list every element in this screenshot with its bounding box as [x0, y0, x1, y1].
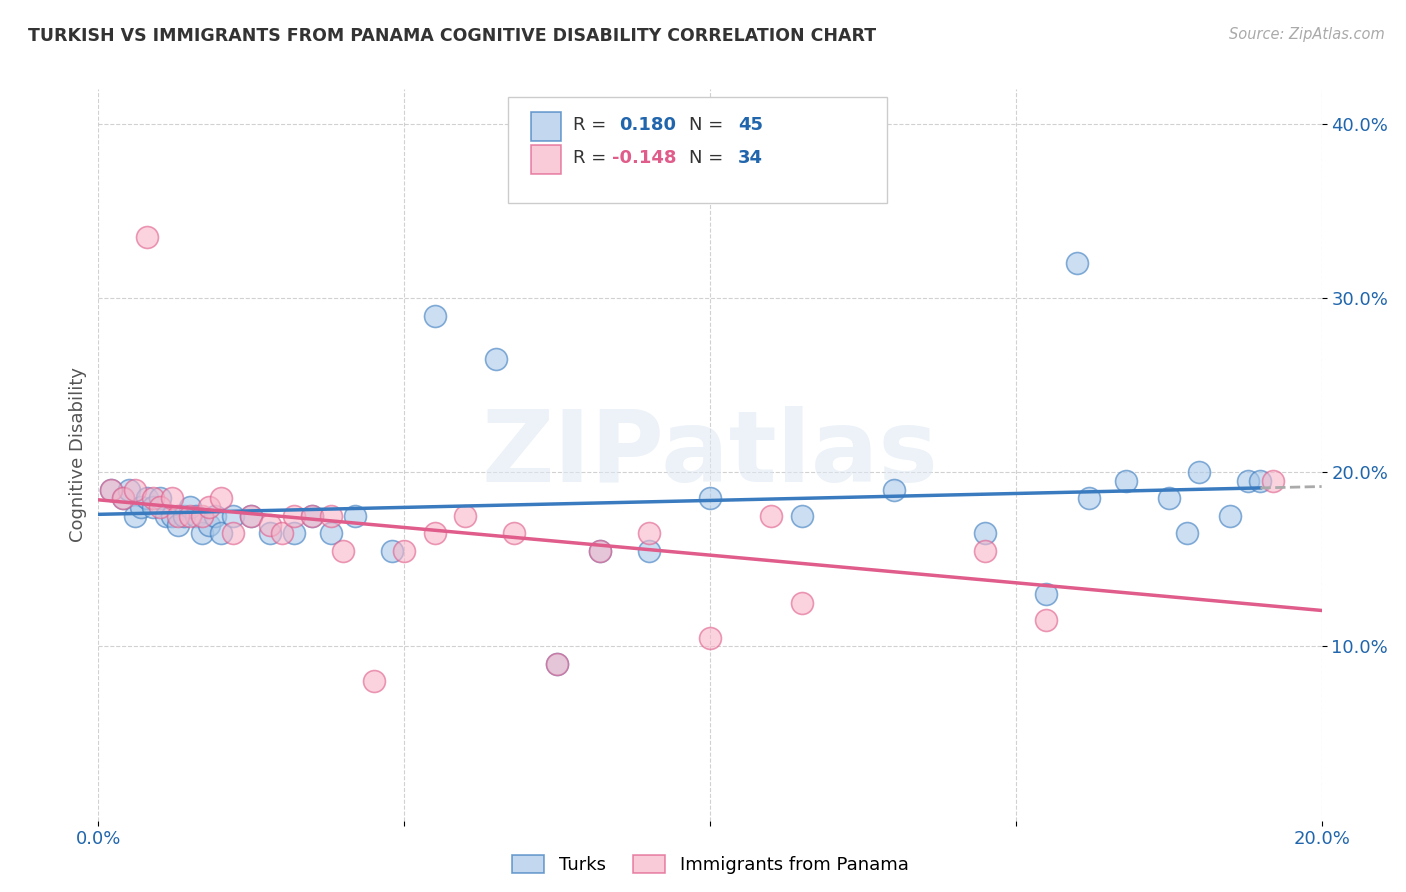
Point [149, 500, 172, 515]
Point [100, 483, 122, 497]
Text: N =: N = [689, 149, 730, 167]
Point [259, 517, 281, 532]
Y-axis label: Cognitive Disability: Cognitive Disability [69, 368, 87, 542]
Point [759, 508, 782, 523]
Legend: Turks, Immigrants from Panama: Turks, Immigrants from Panama [505, 847, 915, 881]
Point [283, 526, 305, 541]
Point [179, 508, 201, 523]
Point [259, 526, 281, 541]
Point [167, 517, 190, 532]
FancyBboxPatch shape [531, 112, 561, 141]
Point [363, 674, 385, 689]
Point [111, 491, 134, 506]
Point [136, 230, 159, 244]
Point [209, 491, 232, 506]
Point [301, 508, 323, 523]
Point [1219, 508, 1241, 523]
Point [883, 483, 905, 497]
Text: R =: R = [574, 116, 612, 134]
Point [1237, 474, 1260, 488]
Point [1115, 474, 1137, 488]
Point [124, 508, 146, 523]
Point [283, 508, 305, 523]
Point [270, 526, 292, 541]
Text: Source: ZipAtlas.com: Source: ZipAtlas.com [1229, 27, 1385, 42]
Point [699, 491, 721, 506]
Text: TURKISH VS IMMIGRANTS FROM PANAMA COGNITIVE DISABILITY CORRELATION CHART: TURKISH VS IMMIGRANTS FROM PANAMA COGNIT… [28, 27, 876, 45]
Point [423, 526, 446, 541]
Point [790, 508, 813, 523]
Point [222, 526, 245, 541]
Point [1175, 526, 1198, 541]
Point [1035, 587, 1057, 601]
Point [301, 508, 323, 523]
Point [111, 491, 134, 506]
Point [381, 543, 404, 558]
Point [546, 657, 568, 671]
Text: 34: 34 [738, 149, 763, 167]
Point [100, 483, 122, 497]
Point [454, 508, 477, 523]
Point [173, 508, 195, 523]
Point [149, 491, 172, 506]
Point [179, 500, 201, 515]
Point [699, 631, 721, 645]
Point [118, 483, 141, 497]
Point [160, 491, 183, 506]
Point [191, 508, 214, 523]
Point [319, 526, 342, 541]
Point [240, 508, 263, 523]
Point [124, 483, 146, 497]
Text: R =: R = [574, 149, 612, 167]
Point [1035, 613, 1057, 627]
Point [974, 543, 997, 558]
Point [1157, 491, 1180, 506]
Point [136, 491, 159, 506]
Point [790, 596, 813, 610]
Point [209, 526, 232, 541]
Point [222, 508, 245, 523]
Text: ZIPatlas: ZIPatlas [482, 407, 938, 503]
Point [191, 526, 214, 541]
Point [186, 508, 208, 523]
Text: -0.148: -0.148 [612, 149, 676, 167]
Point [129, 500, 152, 515]
Point [1066, 256, 1088, 270]
Point [197, 500, 219, 515]
Point [637, 526, 661, 541]
Point [423, 309, 446, 323]
Point [1249, 474, 1271, 488]
Point [142, 491, 165, 506]
Point [167, 508, 190, 523]
Point [589, 543, 612, 558]
Text: N =: N = [689, 116, 730, 134]
Point [319, 508, 342, 523]
Point [197, 517, 219, 532]
Point [142, 500, 165, 515]
Point [240, 508, 263, 523]
Point [503, 526, 526, 541]
FancyBboxPatch shape [508, 96, 887, 202]
Point [204, 508, 226, 523]
Point [546, 657, 568, 671]
Point [155, 508, 177, 523]
Point [332, 543, 354, 558]
Point [160, 508, 183, 523]
Point [974, 526, 997, 541]
Point [1188, 466, 1211, 480]
Point [392, 543, 416, 558]
Point [589, 543, 612, 558]
Point [1078, 491, 1101, 506]
Text: 45: 45 [738, 116, 763, 134]
Text: 0.180: 0.180 [620, 116, 676, 134]
FancyBboxPatch shape [531, 145, 561, 174]
Point [637, 543, 661, 558]
Point [1261, 474, 1284, 488]
Point [485, 352, 508, 367]
Point [344, 508, 367, 523]
